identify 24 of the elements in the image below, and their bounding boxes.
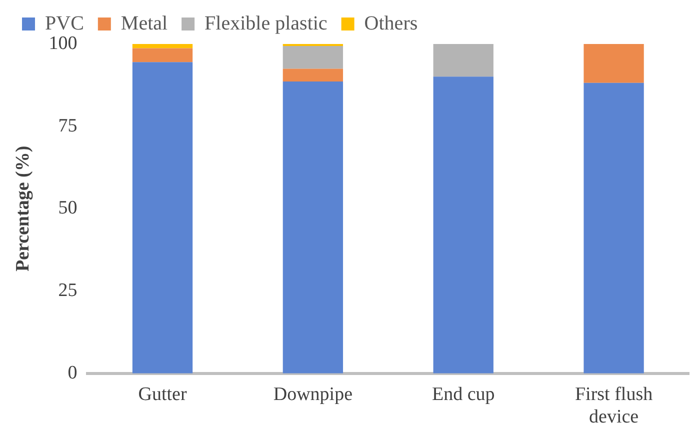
y-tick-label: 25	[58, 280, 78, 302]
bar	[132, 44, 193, 48]
legend-label: Others	[364, 12, 418, 34]
bar	[282, 68, 344, 82]
y-axis-title: Percentage (%)	[12, 146, 34, 272]
legend-label: PVC	[45, 12, 84, 34]
y-tick-label: 75	[58, 115, 78, 136]
x-tick-label: End cup	[432, 384, 495, 405]
x-tick-label: First flush device	[574, 384, 654, 428]
y-tick-label: 50	[58, 198, 78, 219]
bar	[282, 46, 344, 69]
x-tick-label: Downpipe	[273, 384, 353, 405]
bar	[584, 44, 644, 83]
bar	[132, 48, 193, 62]
bar	[433, 76, 494, 374]
bar	[282, 82, 344, 374]
bar	[584, 82, 644, 374]
y-tick-label: 100	[48, 32, 78, 54]
bar	[433, 44, 494, 77]
y-tick-label: 0	[68, 362, 78, 384]
legend-label: Flexible plastic	[204, 12, 328, 34]
bar	[132, 62, 193, 374]
x-tick-label: Gutter	[138, 384, 188, 405]
legend-label: Metal	[120, 12, 168, 34]
